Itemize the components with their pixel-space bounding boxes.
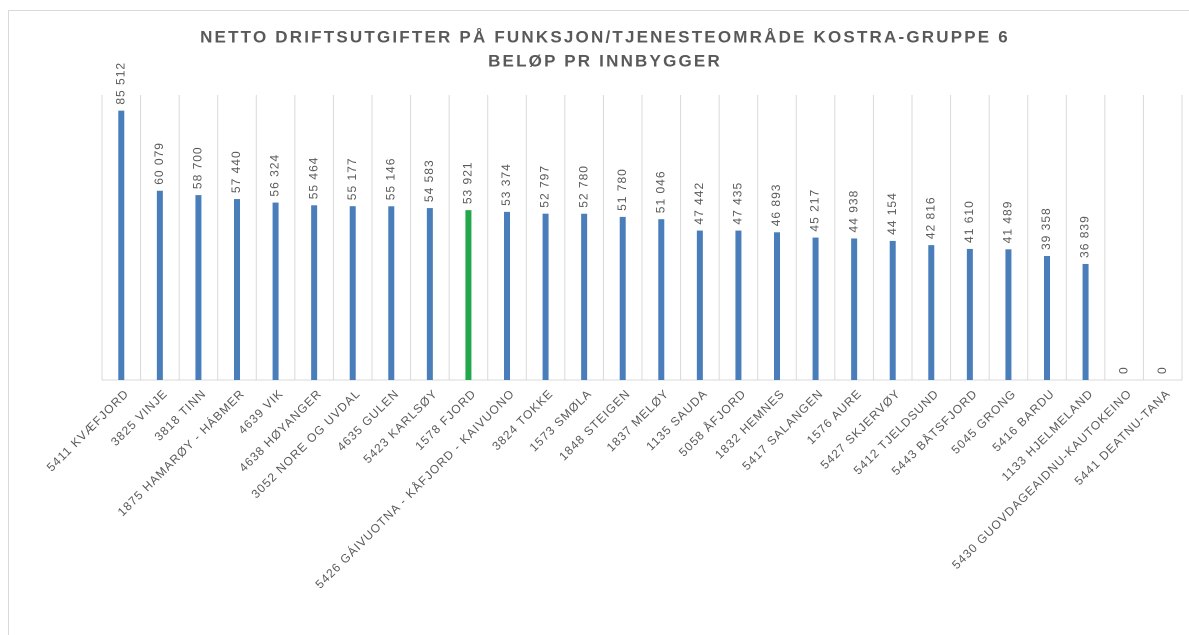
value-label: 45 217 [808,189,822,232]
value-label: 0 [1116,366,1130,374]
value-label: 47 442 [692,182,706,225]
bar [735,230,742,380]
bar [465,210,472,380]
value-label: 41 489 [1001,201,1015,244]
bar [426,208,433,380]
bar [1044,256,1050,380]
bar [234,199,240,380]
bar [504,211,510,380]
bar [349,206,356,380]
bar [928,245,935,380]
bar [581,213,588,380]
bar [696,230,703,380]
value-label: 44 154 [885,192,899,235]
value-label: 0 [1155,366,1169,374]
bar [118,110,125,380]
bar [542,213,549,380]
value-label: 41 610 [962,200,976,243]
value-label: 55 464 [306,157,320,200]
chart-subtitle: BELØP PR INNBYGGER [488,51,722,70]
bar [311,205,318,380]
value-label: 54 583 [422,159,436,202]
chart-frame [8,10,1189,635]
value-label: 51 780 [615,168,629,211]
bar [1005,249,1012,380]
bar [851,238,858,380]
value-label: 39 358 [1039,207,1053,250]
bar [1082,263,1089,380]
bar [156,190,163,380]
bar [619,216,626,380]
value-label: 56 324 [268,154,282,197]
bar [272,202,279,380]
value-label: 52 780 [576,165,590,208]
value-label: 53 921 [461,161,475,204]
value-label: 55 177 [345,157,359,200]
value-label: 46 893 [769,184,783,227]
bar [889,240,896,380]
value-label: 51 046 [653,171,667,214]
bar [658,219,665,380]
value-label: 55 146 [383,158,397,201]
value-label: 44 938 [846,190,860,233]
bar [966,248,973,380]
bar [774,232,780,380]
value-label: 53 374 [499,163,513,206]
value-label: 47 435 [731,182,745,225]
value-label: 58 700 [191,146,205,189]
bar [195,195,202,380]
value-label: 57 440 [229,150,243,193]
bar [388,206,395,380]
value-label: 85 512 [113,62,127,105]
value-label: 52 797 [538,165,552,208]
value-label: 42 816 [923,196,937,239]
value-label: 36 839 [1078,215,1092,258]
value-label: 60 079 [152,142,166,185]
bar [812,237,819,380]
chart-title: NETTO DRIFTSUTGIFTER PÅ FUNKSJON/TJENEST… [200,27,1010,46]
